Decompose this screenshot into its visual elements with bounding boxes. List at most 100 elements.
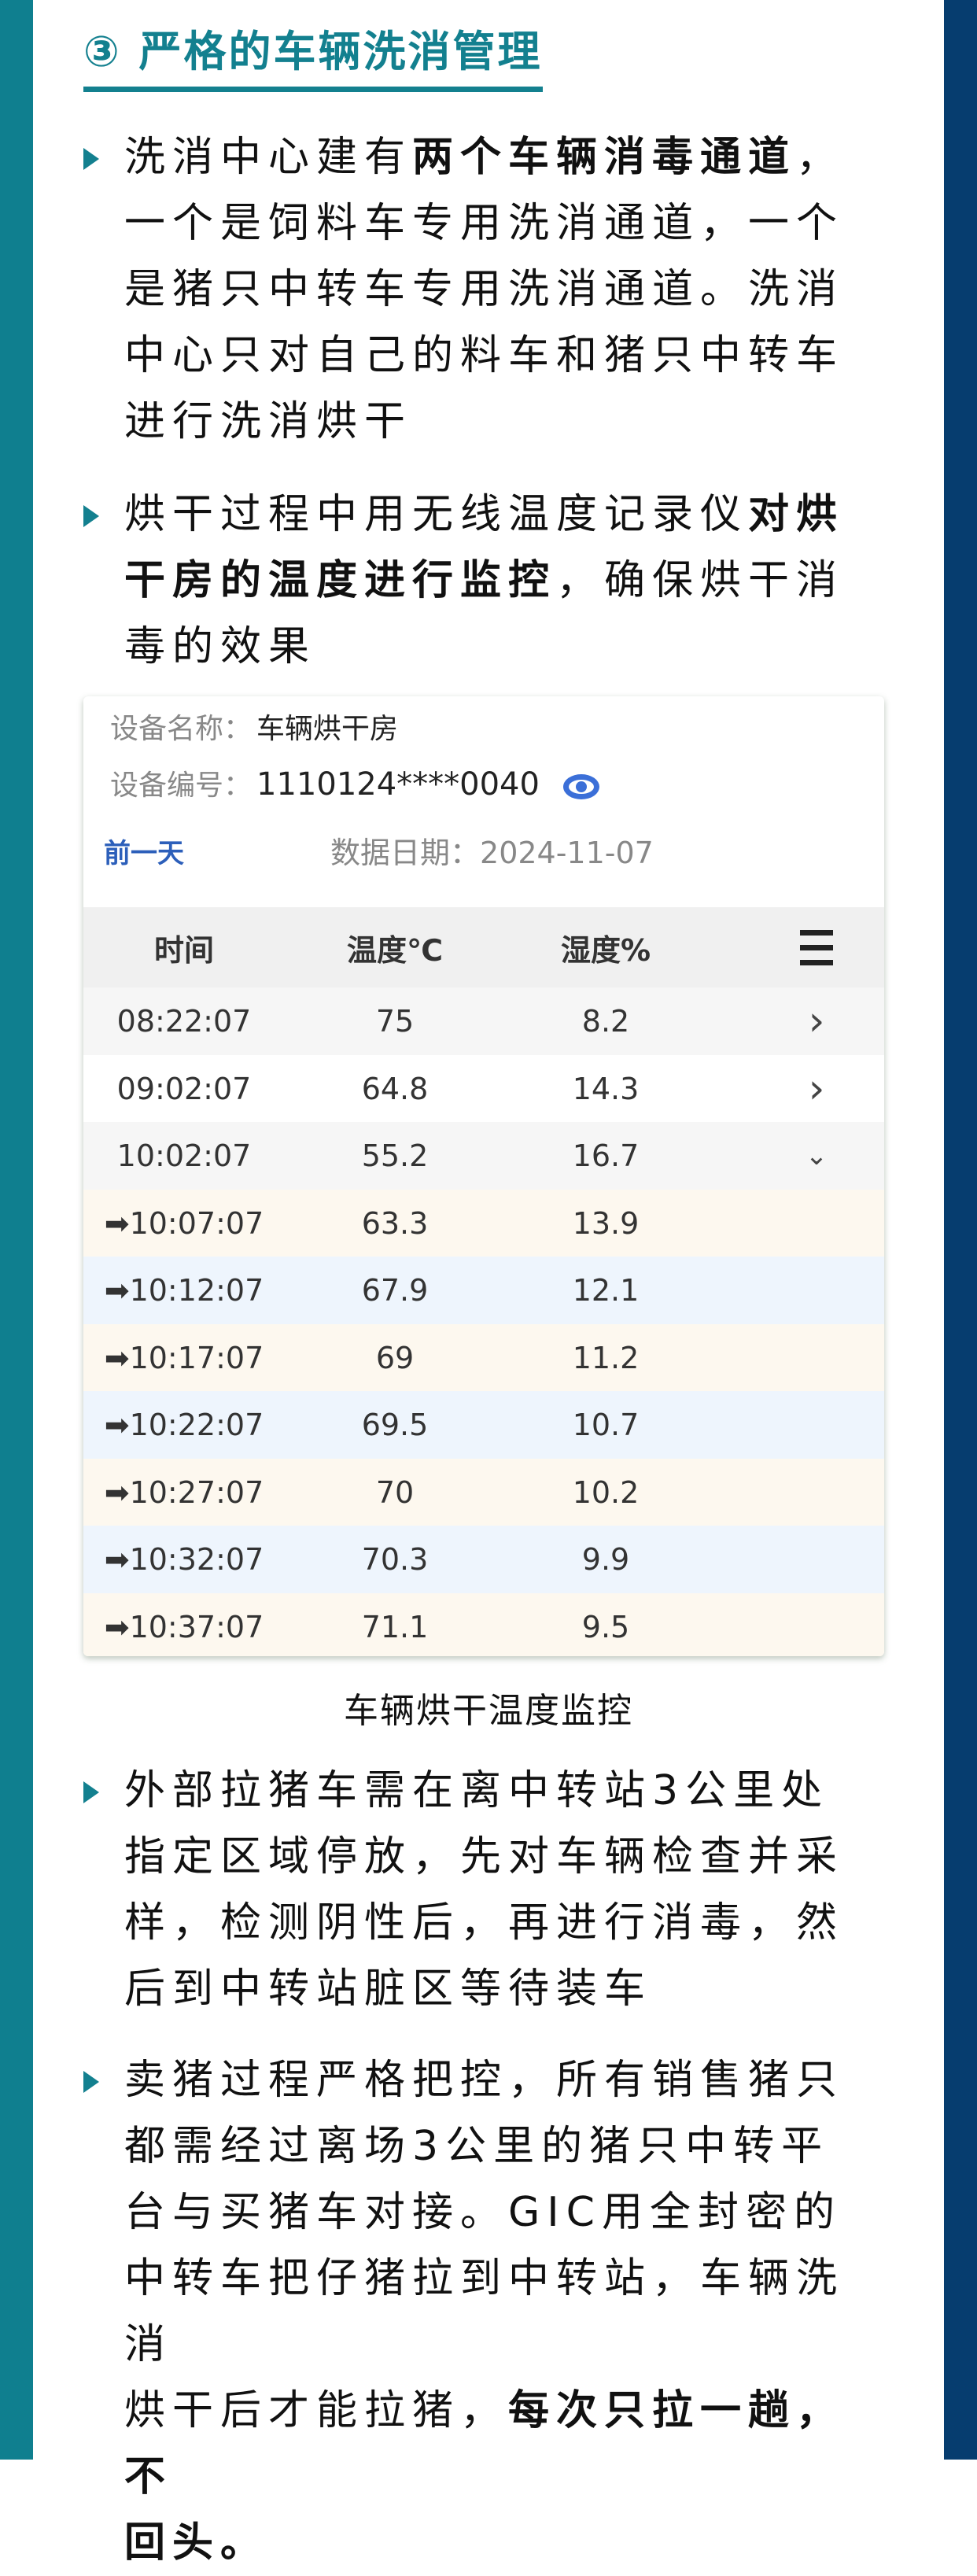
- table-row: ➡10:27:07 70 10.2: [83, 1458, 884, 1526]
- text-line: 后到中转站脏区等待装车: [124, 1956, 886, 2022]
- previous-day-link[interactable]: 前一天: [104, 838, 184, 869]
- text: 外部拉猪车需在离中转站3公里处: [124, 1767, 830, 1814]
- bold-text: 干房的温度进行监控: [124, 557, 557, 604]
- cell-humidity: 13.9: [572, 1205, 640, 1241]
- table-row: ➡10:22:07 69.5 10.7: [83, 1391, 884, 1459]
- text-line: 样，检测阴性后，再进行消毒，然: [124, 1890, 886, 1956]
- device-id-label: 设备编号：: [110, 769, 253, 802]
- bullet-item: 烘干过程中用无线温度记录仪对烘干房的温度进行监控，确保烘干消毒的效果: [83, 482, 886, 680]
- text: 洗消中心建有: [124, 134, 413, 181]
- cell-humidity: 16.7: [572, 1139, 640, 1173]
- triangle-bullet-icon: [83, 505, 99, 527]
- bullet-item: 洗消中心建有两个车辆消毒通道， 一个是饲料车专用洗消通道，一个 是猪只中转车专用洗消…: [83, 124, 886, 455]
- cell-temperature: 67.9: [361, 1273, 429, 1308]
- list-menu-icon[interactable]: [800, 907, 833, 987]
- cell-humidity: 11.2: [572, 1340, 640, 1375]
- data-date: 数据日期：2024-11-07: [330, 829, 654, 872]
- cell-temperature: 75: [375, 1004, 415, 1039]
- text-line: 毒的效果: [124, 614, 886, 680]
- bullet-item: 卖猪过程严格把控，所有销售猪只 都需经过离场3公里的猪只中转平 台与买猪车对接。GI…: [83, 2047, 886, 2576]
- text: 中转车把仔猪拉到中转站，车辆洗消: [124, 2255, 845, 2368]
- bullet-text: 外部拉猪车需在离中转站3公里处 指定区域停放，先对车辆检查并采 样，检测阴性后，再进…: [124, 1758, 886, 2022]
- bullet-text: 烘干过程中用无线温度记录仪对烘干房的温度进行监控，确保烘干消毒的效果: [124, 482, 886, 680]
- image-caption: 车辆烘干温度监控: [344, 1691, 633, 1731]
- text: 指定区域停放，先对车辆检查并采: [124, 1833, 845, 1880]
- bullet-text: 洗消中心建有两个车辆消毒通道， 一个是饲料车专用洗消通道，一个 是猪只中转车专用洗消…: [124, 124, 886, 455]
- table-row: ➡10:37:07 71.1 9.5: [83, 1592, 884, 1656]
- table-row[interactable]: 10:02:07 55.2 16.7 ⌄: [83, 1122, 884, 1190]
- text: 样，检测阴性后，再进行消毒，然: [124, 1899, 845, 1947]
- text: ，: [796, 134, 845, 181]
- text: 毒的效果: [124, 623, 317, 670]
- text-line: 外部拉猪车需在离中转站3公里处: [124, 1758, 886, 1824]
- bullet-item: 外部拉猪车需在离中转站3公里处 指定区域停放，先对车辆检查并采 样，检测阴性后，再进…: [83, 1758, 886, 2022]
- cell-humidity: 10.2: [572, 1474, 640, 1510]
- eye-icon[interactable]: [562, 774, 599, 799]
- device-id: 1110124****0040: [256, 766, 540, 803]
- bold-text: 对烘: [748, 491, 845, 538]
- cell-humidity: 9.9: [581, 1542, 630, 1577]
- table-row: ➡10:17:07 69 11.2: [83, 1323, 884, 1392]
- text-line: 指定区域停放，先对车辆检查并采: [124, 1824, 886, 1890]
- chevron-right-icon[interactable]: ›: [808, 998, 825, 1045]
- date-label: 数据日期：: [330, 836, 481, 870]
- cell-time: ➡10:32:07: [104, 1542, 264, 1577]
- cell-time: ➡10:22:07: [104, 1408, 264, 1442]
- cell-humidity: 10.7: [572, 1408, 640, 1442]
- cell-temperature: 69.5: [361, 1408, 429, 1442]
- text: 卖猪过程严格把控，所有销售猪只: [124, 2057, 845, 2104]
- text: 后到中转站脏区等待装车: [124, 1965, 653, 2013]
- cell-humidity: 14.3: [572, 1071, 640, 1106]
- cell-time: ➡10:12:07: [104, 1273, 264, 1308]
- triangle-bullet-icon: [83, 1781, 99, 1803]
- text: 都需经过离场3公里的猪只中转平: [124, 2123, 830, 2170]
- text-line: 中转车把仔猪拉到中转站，车辆洗消: [124, 2246, 886, 2378]
- text-line: 烘干后才能拉猪，每次只拉一趟，不: [124, 2378, 886, 2510]
- left-accent-bar: [0, 0, 33, 2460]
- device-name: 车辆烘干房: [256, 713, 399, 745]
- text-line: 一个是饲料车专用洗消通道，一个: [124, 190, 886, 256]
- table-row[interactable]: 09:02:07 64.8 14.3 ›: [83, 1054, 884, 1123]
- cell-temperature: 69: [375, 1340, 415, 1375]
- device-name-label: 设备名称：: [110, 713, 253, 745]
- text: 进行洗消烘干: [124, 398, 413, 445]
- triangle-bullet-icon: [83, 148, 99, 170]
- cell-humidity: 8.2: [581, 1004, 630, 1039]
- bullet-text: 卖猪过程严格把控，所有销售猪只 都需经过离场3公里的猪只中转平 台与买猪车对接。GI…: [124, 2047, 886, 2576]
- cell-time: ➡10:37:07: [104, 1609, 264, 1644]
- device-name-row: 设备名称： 车辆烘干房: [110, 706, 398, 747]
- cell-temperature: 64.8: [361, 1071, 429, 1106]
- cell-time: 08:22:07: [116, 1004, 252, 1039]
- table-row: ➡10:12:07 67.9 12.1: [83, 1257, 884, 1324]
- text-line: 中心只对自己的料车和猪只中转车: [124, 323, 886, 389]
- cell-temperature: 70: [375, 1474, 415, 1510]
- cell-temperature: 55.2: [361, 1139, 429, 1173]
- cell-time: 10:02:07: [116, 1139, 252, 1173]
- cell-time: ➡10:17:07: [104, 1340, 264, 1375]
- section-title: ③ 严格的车辆洗消管理: [83, 20, 543, 92]
- date-value: 2024-11-07: [480, 836, 654, 870]
- table-header: 时间 温度℃ 湿度%: [83, 907, 884, 987]
- text: ，确保烘干消: [556, 557, 845, 604]
- text-line: 洗消中心建有两个车辆消毒通道，: [124, 124, 886, 190]
- cell-time: 09:02:07: [116, 1071, 252, 1106]
- table-row: ➡10:32:07 70.3 9.9: [83, 1526, 884, 1593]
- text-line: 卖猪过程严格把控，所有销售猪只: [124, 2047, 886, 2113]
- chevron-down-icon[interactable]: ⌄: [805, 1140, 828, 1172]
- header-time: 时间: [153, 932, 215, 968]
- device-id-row: 设备编号： 1110124****0040: [110, 762, 599, 803]
- bold-text: 两个车辆消毒通道: [412, 134, 797, 181]
- chevron-right-icon[interactable]: ›: [808, 1065, 825, 1113]
- cell-temperature: 63.3: [361, 1205, 429, 1241]
- text: 烘干过程中用无线温度记录仪: [124, 491, 749, 538]
- table-row: ➡10:07:07 63.3 13.9: [83, 1189, 884, 1257]
- table-row[interactable]: 08:22:07 75 8.2 ›: [83, 987, 884, 1055]
- header-temperature: 温度℃: [346, 932, 444, 968]
- text: 一个是饲料车专用洗消通道，一个: [124, 200, 845, 247]
- text-line: 进行洗消烘干: [124, 389, 886, 455]
- cell-humidity: 12.1: [572, 1273, 640, 1308]
- text: 中心只对自己的料车和猪只中转车: [124, 332, 845, 379]
- cell-temperature: 70.3: [361, 1542, 429, 1577]
- bold-text: 回头。: [124, 2519, 269, 2567]
- triangle-bullet-icon: [83, 2071, 99, 2093]
